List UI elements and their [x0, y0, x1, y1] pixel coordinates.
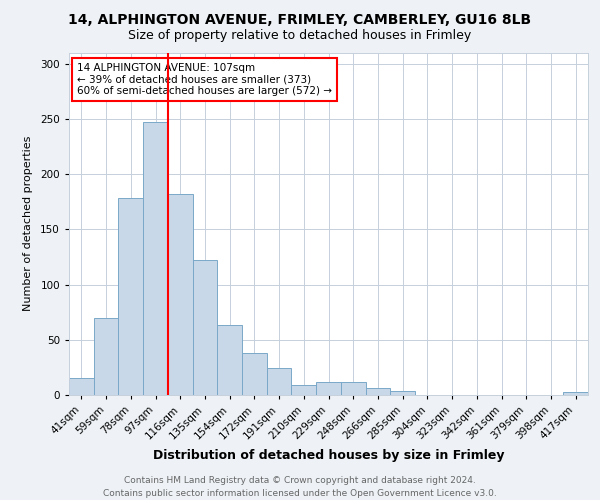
Bar: [563, 392, 588, 395]
Bar: [341, 382, 365, 395]
Y-axis label: Number of detached properties: Number of detached properties: [23, 136, 33, 312]
Text: 14, ALPHINGTON AVENUE, FRIMLEY, CAMBERLEY, GU16 8LB: 14, ALPHINGTON AVENUE, FRIMLEY, CAMBERLE…: [68, 12, 532, 26]
Text: Contains HM Land Registry data © Crown copyright and database right 2024.
Contai: Contains HM Land Registry data © Crown c…: [103, 476, 497, 498]
X-axis label: Distribution of detached houses by size in Frimley: Distribution of detached houses by size …: [153, 449, 504, 462]
Bar: [242, 353, 267, 395]
Bar: [118, 198, 143, 395]
Bar: [217, 326, 242, 395]
Bar: [143, 122, 168, 395]
Text: Size of property relative to detached houses in Frimley: Size of property relative to detached ho…: [128, 29, 472, 42]
Bar: [69, 378, 94, 395]
Bar: [365, 388, 390, 395]
Bar: [193, 260, 217, 395]
Bar: [94, 318, 118, 395]
Bar: [316, 382, 341, 395]
Bar: [168, 194, 193, 395]
Text: 14 ALPHINGTON AVENUE: 107sqm
← 39% of detached houses are smaller (373)
60% of s: 14 ALPHINGTON AVENUE: 107sqm ← 39% of de…: [77, 63, 332, 96]
Bar: [267, 368, 292, 395]
Bar: [390, 390, 415, 395]
Bar: [292, 385, 316, 395]
